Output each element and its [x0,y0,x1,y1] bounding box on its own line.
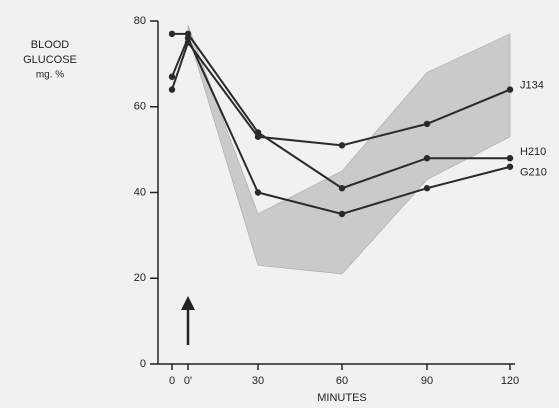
range-band [187,25,511,275]
x-tick-label: 30 [252,375,264,387]
data-point [168,30,176,38]
data-point [184,34,192,42]
data-point [254,189,262,196]
data-point [338,185,346,192]
y-tick-label: 0 [140,358,146,370]
data-point [506,163,514,170]
x-axis-label: MINUTES [317,392,367,404]
data-point [338,142,346,149]
y-tick-label: 60 [134,101,146,113]
x-tick-label: 120 [501,375,519,387]
data-point [168,86,176,93]
y-tick-label: 80 [134,15,146,27]
series-label: J134 [520,80,544,92]
y-tick-label: 20 [134,272,146,284]
x-tick-label: 90 [421,375,433,387]
data-point [254,129,262,136]
y-tick-label: 40 [134,186,146,198]
series-line [171,35,511,215]
data-point [338,210,346,218]
data-point [506,155,514,162]
data-point [423,185,431,192]
series-line [171,40,511,147]
x-tick-label: 0' [184,375,192,387]
data-point [423,155,431,162]
arrow [181,296,195,345]
data-point [423,120,431,128]
data-point [506,86,514,93]
x-tick-label: 0 [169,375,175,387]
x-tick-label: 60 [336,375,348,387]
y-axis-label: mg. % [36,70,64,81]
y-axis-label: GLUCOSE [23,54,77,66]
series-label: H210 [520,146,546,158]
series-label: G210 [520,167,547,179]
y-axis-label: BLOOD [31,39,70,51]
data-point [168,73,176,80]
